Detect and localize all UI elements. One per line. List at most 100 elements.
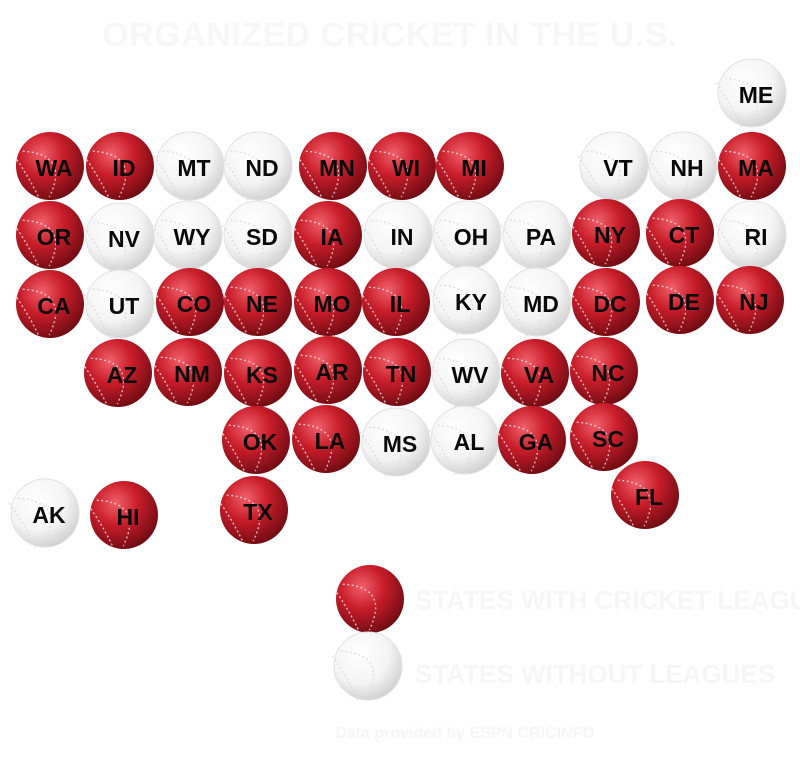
state-label-fl: FL	[635, 484, 663, 510]
state-ball-ny: NY	[569, 199, 640, 270]
legend-without-leagues-swatch	[331, 631, 403, 703]
legend-white-ball	[331, 631, 403, 703]
state-ball-wv: WV	[429, 338, 501, 410]
state-label-ut: UT	[109, 293, 140, 319]
state-label-mn: MN	[319, 155, 355, 181]
state-ball-mi: MI	[433, 132, 504, 203]
state-label-pa: PA	[526, 224, 556, 250]
data-credit: Data provided by ESPN CRICINFO	[335, 725, 595, 742]
state-label-nv: NV	[108, 226, 141, 252]
state-ball-in: IN	[361, 200, 433, 272]
state-ball-nh: NH	[646, 131, 718, 203]
state-label-sc: SC	[592, 426, 624, 452]
state-label-ma: MA	[738, 155, 774, 181]
state-ball-or: OR	[13, 201, 84, 272]
state-ball-ks: KS	[221, 339, 292, 410]
state-label-wv: WV	[451, 362, 489, 388]
state-ball-ok: OK	[219, 406, 290, 477]
state-label-tx: TX	[243, 499, 273, 525]
state-ball-mn: MN	[296, 132, 367, 203]
state-label-dc: DC	[593, 291, 626, 317]
state-label-md: MD	[523, 291, 559, 317]
state-label-al: AL	[454, 429, 485, 455]
state-label-ia: IA	[321, 224, 344, 250]
legend-red-ball	[333, 565, 404, 636]
state-label-ms: MS	[383, 431, 418, 457]
state-label-ky: KY	[455, 289, 487, 315]
state-ball-ri: RI	[715, 200, 787, 272]
state-label-mt: MT	[177, 155, 210, 181]
state-label-nc: NC	[591, 360, 624, 386]
state-ball-wa: WA	[13, 132, 84, 203]
state-label-oh: OH	[454, 224, 489, 250]
state-ball-vt: VT	[577, 131, 649, 203]
state-ball-ut: UT	[83, 269, 155, 341]
state-ball-ar: AR	[291, 336, 362, 407]
state-label-il: IL	[390, 291, 410, 317]
state-ball-nj: NJ	[713, 266, 784, 337]
state-ball-ct: CT	[643, 199, 714, 270]
state-ball-la: LA	[289, 405, 360, 476]
state-label-la: LA	[315, 428, 346, 454]
legend-with-leagues-label: STATES WITH CRICKET LEAGUES	[415, 585, 800, 615]
state-label-nm: NM	[174, 361, 210, 387]
state-ball-hi: HI	[87, 481, 158, 552]
state-ball-sc: SC	[567, 403, 638, 474]
state-label-ny: NY	[594, 222, 626, 248]
state-ball-ia: IA	[291, 201, 362, 272]
state-ball-nd: ND	[221, 131, 293, 203]
state-ball-de: DE	[643, 266, 714, 337]
state-label-tn: TN	[386, 361, 417, 387]
state-ball-ak: AK	[8, 478, 80, 550]
state-label-ga: GA	[519, 429, 554, 455]
state-label-wa: WA	[35, 155, 72, 181]
state-ball-mt: MT	[153, 131, 225, 203]
state-ball-ga: GA	[495, 406, 566, 477]
state-label-me: ME	[739, 82, 774, 108]
state-ball-md: MD	[500, 267, 572, 339]
state-label-sd: SD	[246, 224, 278, 250]
state-label-ar: AR	[315, 359, 349, 385]
legend: STATES WITH CRICKET LEAGUES STATES WITHO…	[331, 565, 800, 703]
state-ball-oh: OH	[430, 200, 502, 272]
state-label-wy: WY	[173, 224, 210, 250]
state-label-hi: HI	[117, 504, 140, 530]
state-ball-tn: TN	[360, 338, 431, 409]
state-label-de: DE	[668, 289, 700, 315]
state-ball-sd: SD	[221, 200, 293, 272]
state-ball-tx: TX	[217, 476, 288, 547]
legend-without-leagues-label: STATES WITHOUT LEAGUES	[415, 659, 775, 689]
state-ball-az: AZ	[81, 339, 152, 410]
state-ball-wy: WY	[151, 200, 223, 272]
state-ball-ky: KY	[430, 265, 502, 337]
state-label-id: ID	[113, 155, 136, 181]
state-ball-dc: DC	[569, 268, 640, 339]
state-label-co: CO	[177, 291, 212, 317]
state-ball-ne: NE	[221, 268, 292, 339]
state-ball-il: IL	[359, 268, 430, 339]
state-ball-wi: WI	[365, 132, 436, 203]
state-ball-ma: MA	[715, 132, 786, 203]
state-label-ri: RI	[745, 224, 768, 250]
state-ball-ca: CA	[13, 270, 84, 341]
state-label-va: VA	[524, 362, 554, 388]
state-ball-al: AL	[428, 405, 500, 477]
state-ball-mo: MO	[291, 268, 362, 339]
state-label-nh: NH	[670, 155, 703, 181]
state-label-ca: CA	[37, 293, 70, 319]
state-label-nd: ND	[245, 155, 278, 181]
state-label-nj: NJ	[739, 289, 768, 315]
state-ball-me: ME	[715, 58, 787, 130]
state-balls: ME WA ID MT ND MN WI MI VT NH MA OR NV WY SD IA IN OH PA NY…	[8, 58, 787, 552]
state-ball-ms: MS	[359, 407, 431, 479]
state-label-in: IN	[391, 224, 414, 250]
state-ball-va: VA	[498, 339, 569, 410]
state-label-mo: MO	[313, 291, 350, 317]
state-ball-id: ID	[83, 132, 154, 203]
state-label-ne: NE	[246, 291, 278, 317]
state-label-ak: AK	[32, 502, 66, 528]
state-label-or: OR	[37, 224, 72, 250]
state-label-wi: WI	[392, 155, 420, 181]
state-ball-nm: NM	[151, 338, 222, 409]
